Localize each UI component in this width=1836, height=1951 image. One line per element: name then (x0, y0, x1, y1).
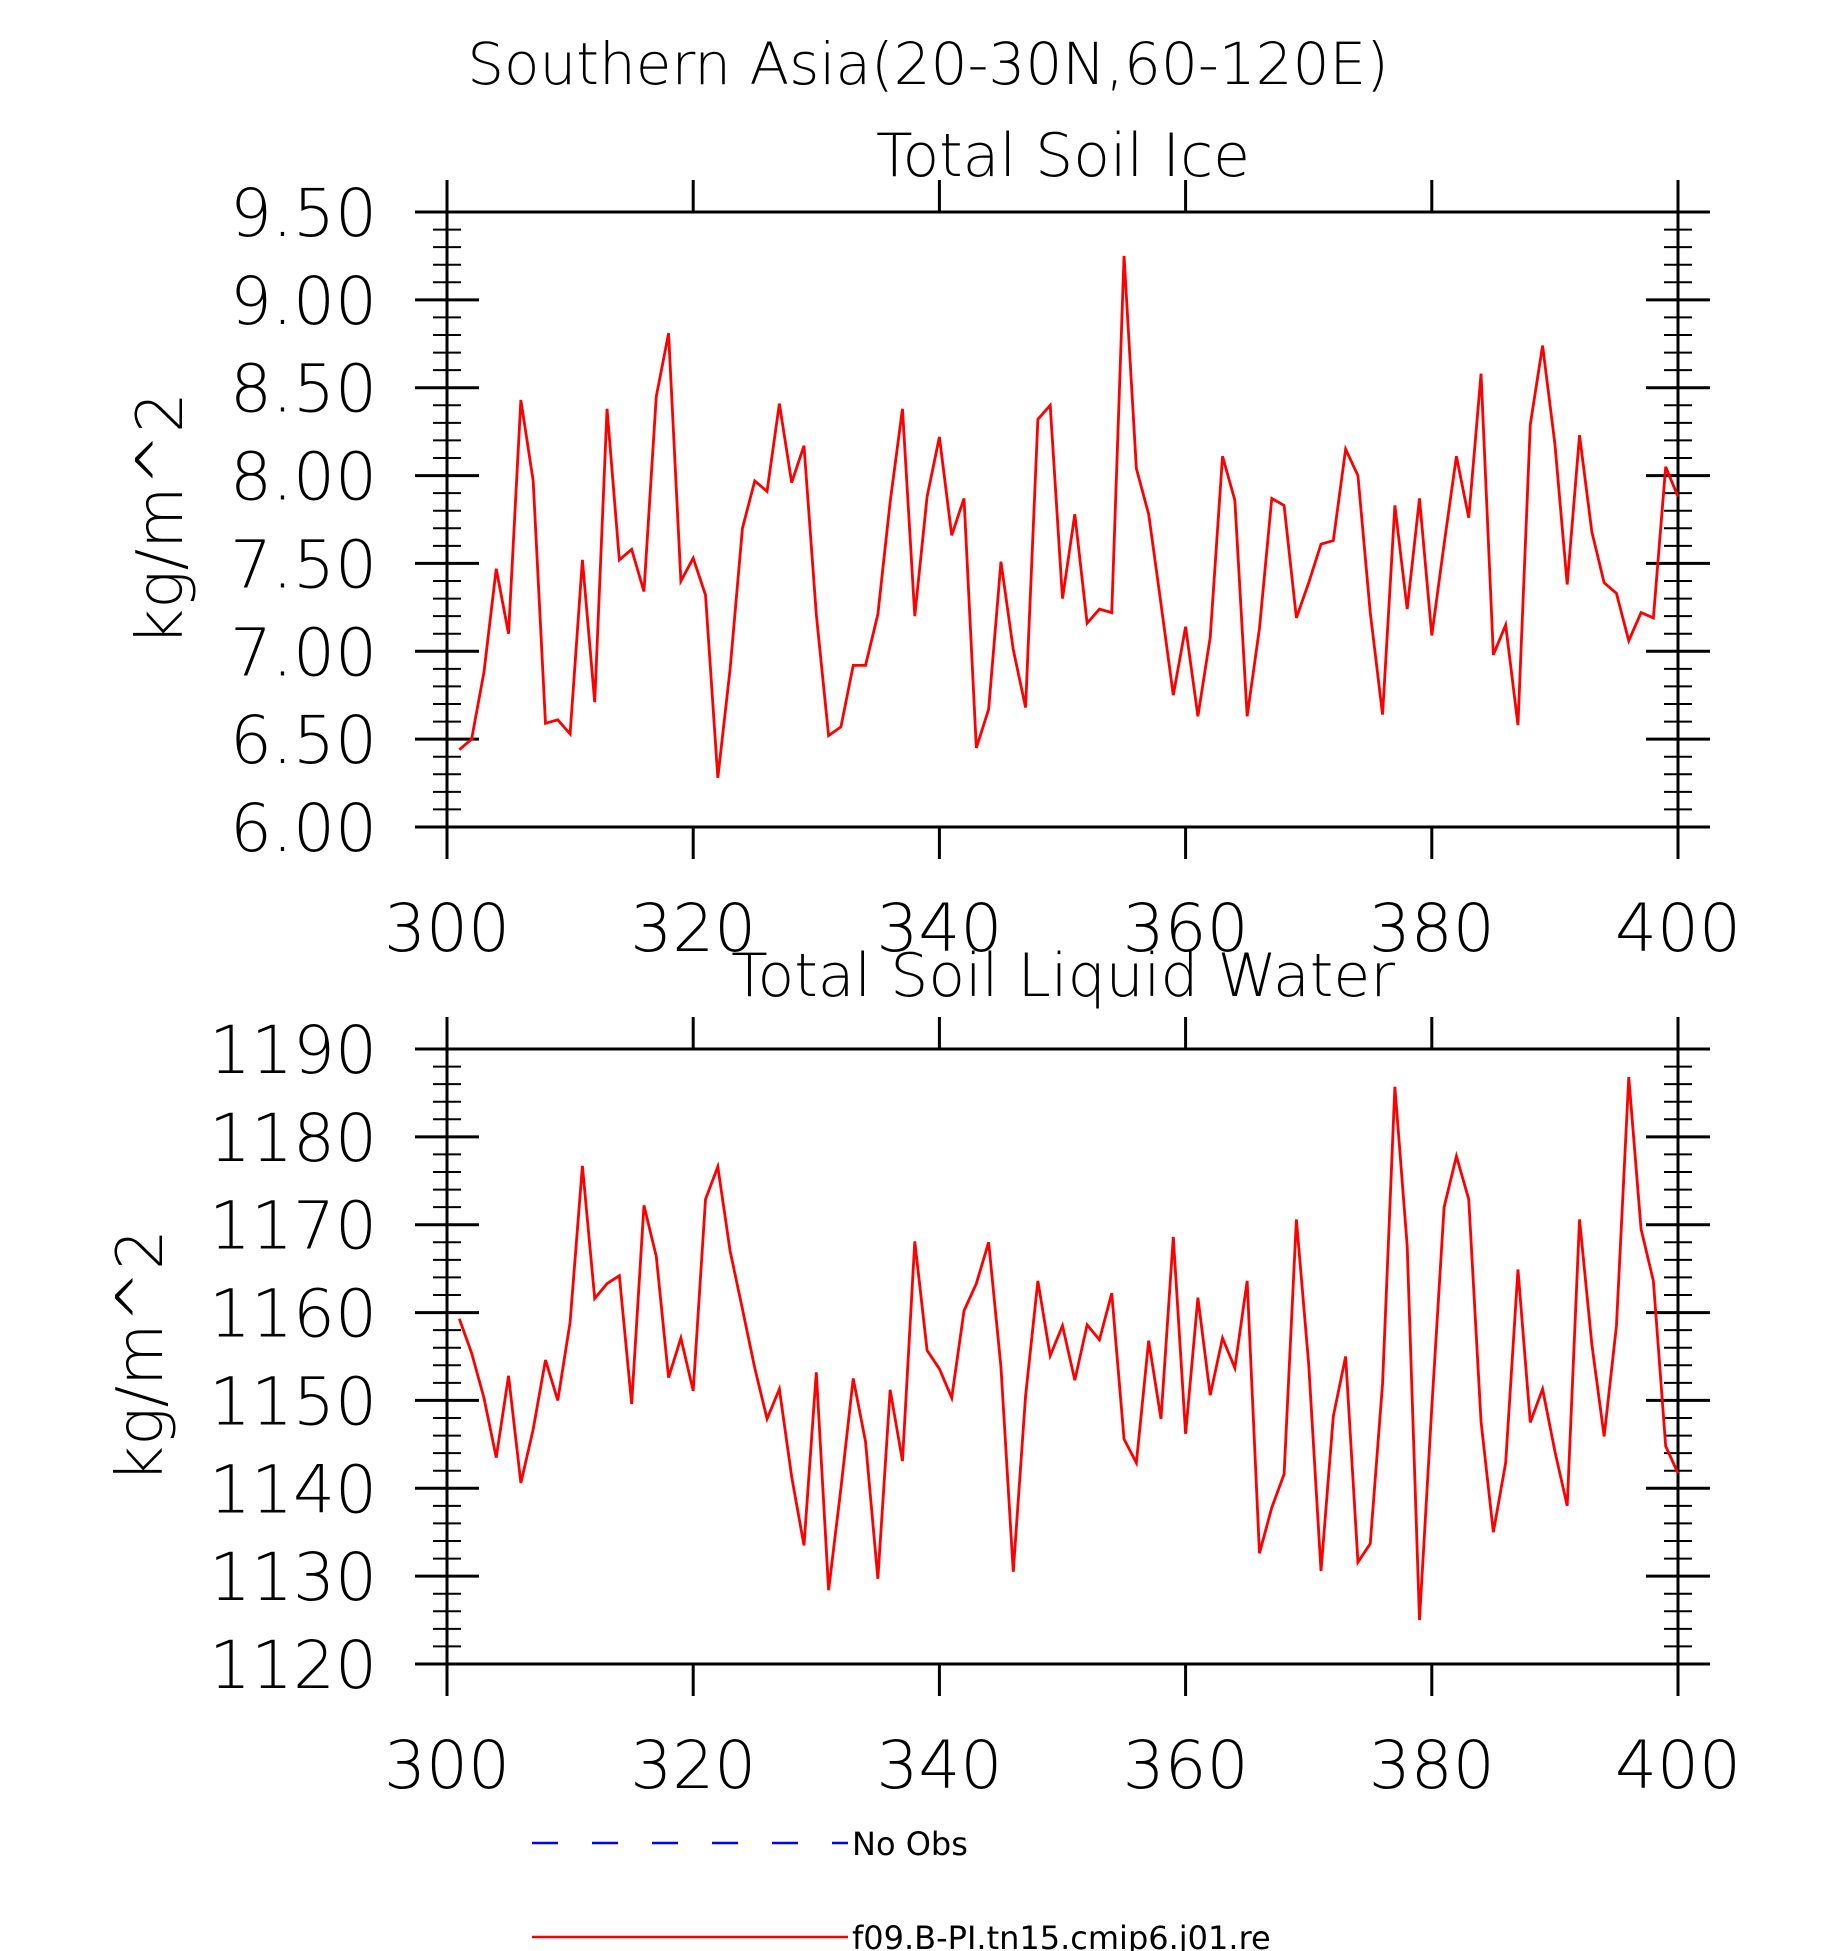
series-line (458, 255, 1680, 778)
panel-title: Total Soil Liquid Water (731, 941, 1395, 1011)
legend-label-no-obs: No Obs (852, 1825, 968, 1863)
y-tick-label: 1120 (209, 1627, 377, 1704)
plot-frame (445, 210, 1680, 829)
x-tick-label: 320 (630, 1727, 756, 1804)
panel-title: Total Soil Ice (876, 121, 1250, 191)
y-tick-label: 6.00 (230, 790, 377, 867)
x-tick-label: 300 (384, 890, 510, 967)
series-line (457, 1076, 1680, 1621)
y-tick-label: 9.00 (230, 263, 377, 340)
x-tick-label: 360 (1123, 890, 1249, 967)
figure-title: Southern Asia(20-30N,60-120E) (467, 30, 1389, 98)
x-tick-label: 300 (384, 1727, 510, 1804)
x-tick-label: 340 (876, 1727, 1002, 1804)
y-tick-label: 6.50 (230, 702, 377, 779)
y-axis-label: kg/m^2 (124, 392, 198, 646)
x-tick-label: 400 (1615, 1727, 1741, 1804)
x-tick-label: 320 (630, 890, 756, 967)
plot-frame (445, 1047, 1680, 1666)
y-tick-label: 1170 (209, 1188, 377, 1265)
y-tick-label: 1190 (209, 1012, 377, 1089)
y-tick-label: 8.50 (230, 351, 377, 428)
y-tick-label: 1140 (209, 1451, 377, 1528)
y-tick-label: 7.50 (230, 526, 377, 603)
y-tick-label: 1160 (209, 1276, 377, 1353)
y-tick-label: 9.50 (230, 175, 377, 252)
y-tick-label: 7.00 (230, 614, 377, 691)
panel-1: Total Soil Ice 6.00 6.50 7.00 7.50 8.00 8.50 9.… (124, 121, 1741, 967)
x-tick-label: 400 (1615, 890, 1741, 967)
x-tick-label: 360 (1123, 1727, 1249, 1804)
panel-2: Total Soil Liquid Water 1120 1130 1140 1150 1… (104, 941, 1741, 1804)
y-tick-label: 1150 (209, 1363, 377, 1440)
x-tick-label: 340 (876, 890, 1002, 967)
legend-label-model: f09.B-PI.tn15.cmip6.j01.re (852, 1919, 1271, 1951)
y-tick-label: 1130 (209, 1539, 377, 1616)
x-tick-label: 380 (1369, 1727, 1495, 1804)
legend: No Obs f09.B-PI.tn15.cmip6.j01.re (532, 1825, 1271, 1951)
y-tick-label: 8.00 (230, 439, 377, 516)
y-tick-label: 1180 (209, 1100, 377, 1177)
chart-panels: Total Soil Ice 6.00 6.50 7.00 7.50 8.00 8.50 9.… (104, 121, 1741, 1804)
y-axis-label: kg/m^2 (104, 1229, 178, 1483)
x-tick-label: 380 (1369, 890, 1495, 967)
